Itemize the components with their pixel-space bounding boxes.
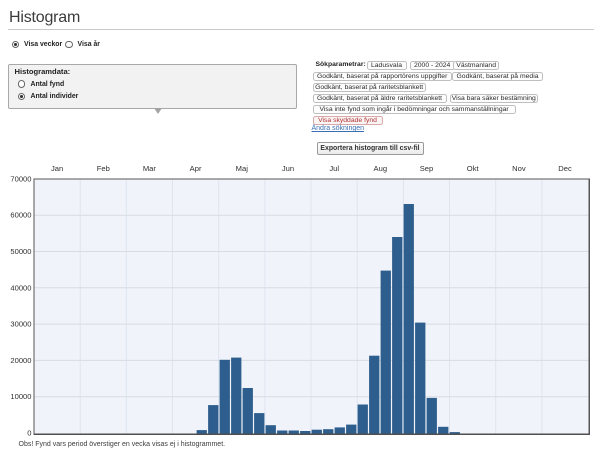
svg-text:0: 0: [27, 429, 31, 438]
svg-text:Mar: Mar: [143, 164, 157, 173]
svg-text:20000: 20000: [10, 356, 31, 365]
svg-text:40000: 40000: [10, 283, 31, 292]
svg-text:Dec: Dec: [558, 164, 572, 173]
svg-text:Okt: Okt: [467, 164, 480, 173]
svg-text:Jan: Jan: [51, 164, 63, 173]
svg-text:Feb: Feb: [97, 164, 110, 173]
svg-text:10000: 10000: [10, 392, 31, 401]
svg-text:Sep: Sep: [420, 164, 434, 173]
svg-text:60000: 60000: [10, 211, 31, 220]
svg-text:Jun: Jun: [282, 164, 294, 173]
svg-text:Jul: Jul: [329, 164, 339, 173]
svg-text:50000: 50000: [10, 247, 31, 256]
svg-text:70000: 70000: [10, 175, 31, 184]
svg-text:Maj: Maj: [236, 164, 249, 173]
svg-text:Aug: Aug: [374, 164, 388, 173]
svg-text:30000: 30000: [10, 320, 31, 329]
svg-text:Nov: Nov: [512, 164, 526, 173]
svg-text:Apr: Apr: [190, 164, 202, 173]
